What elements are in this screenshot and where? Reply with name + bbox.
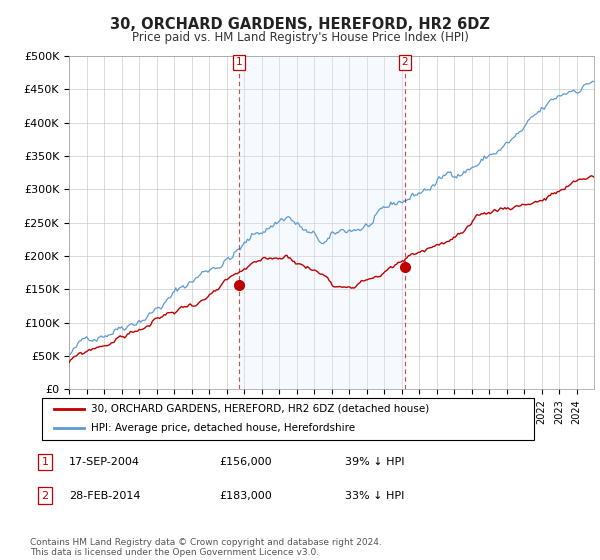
Text: 2: 2 [401, 57, 408, 67]
Text: 2: 2 [41, 491, 49, 501]
Bar [239, 56, 404, 389]
Text: 39% ↓ HPI: 39% ↓ HPI [345, 457, 404, 467]
Text: 17-SEP-2004: 17-SEP-2004 [69, 457, 140, 467]
Text: £183,000: £183,000 [219, 491, 272, 501]
Text: 28-FEB-2014: 28-FEB-2014 [69, 491, 140, 501]
Text: 33% ↓ HPI: 33% ↓ HPI [345, 491, 404, 501]
Text: 30, ORCHARD GARDENS, HEREFORD, HR2 6DZ (detached house): 30, ORCHARD GARDENS, HEREFORD, HR2 6DZ (… [91, 404, 430, 414]
Text: Price paid vs. HM Land Registry's House Price Index (HPI): Price paid vs. HM Land Registry's House … [131, 31, 469, 44]
Text: £156,000: £156,000 [219, 457, 272, 467]
Text: 1: 1 [236, 57, 242, 67]
FancyBboxPatch shape [42, 398, 534, 440]
Text: 30, ORCHARD GARDENS, HEREFORD, HR2 6DZ: 30, ORCHARD GARDENS, HEREFORD, HR2 6DZ [110, 17, 490, 32]
Text: HPI: Average price, detached house, Herefordshire: HPI: Average price, detached house, Here… [91, 423, 355, 433]
Text: 1: 1 [41, 457, 49, 467]
Text: Contains HM Land Registry data © Crown copyright and database right 2024.
This d: Contains HM Land Registry data © Crown c… [30, 538, 382, 557]
